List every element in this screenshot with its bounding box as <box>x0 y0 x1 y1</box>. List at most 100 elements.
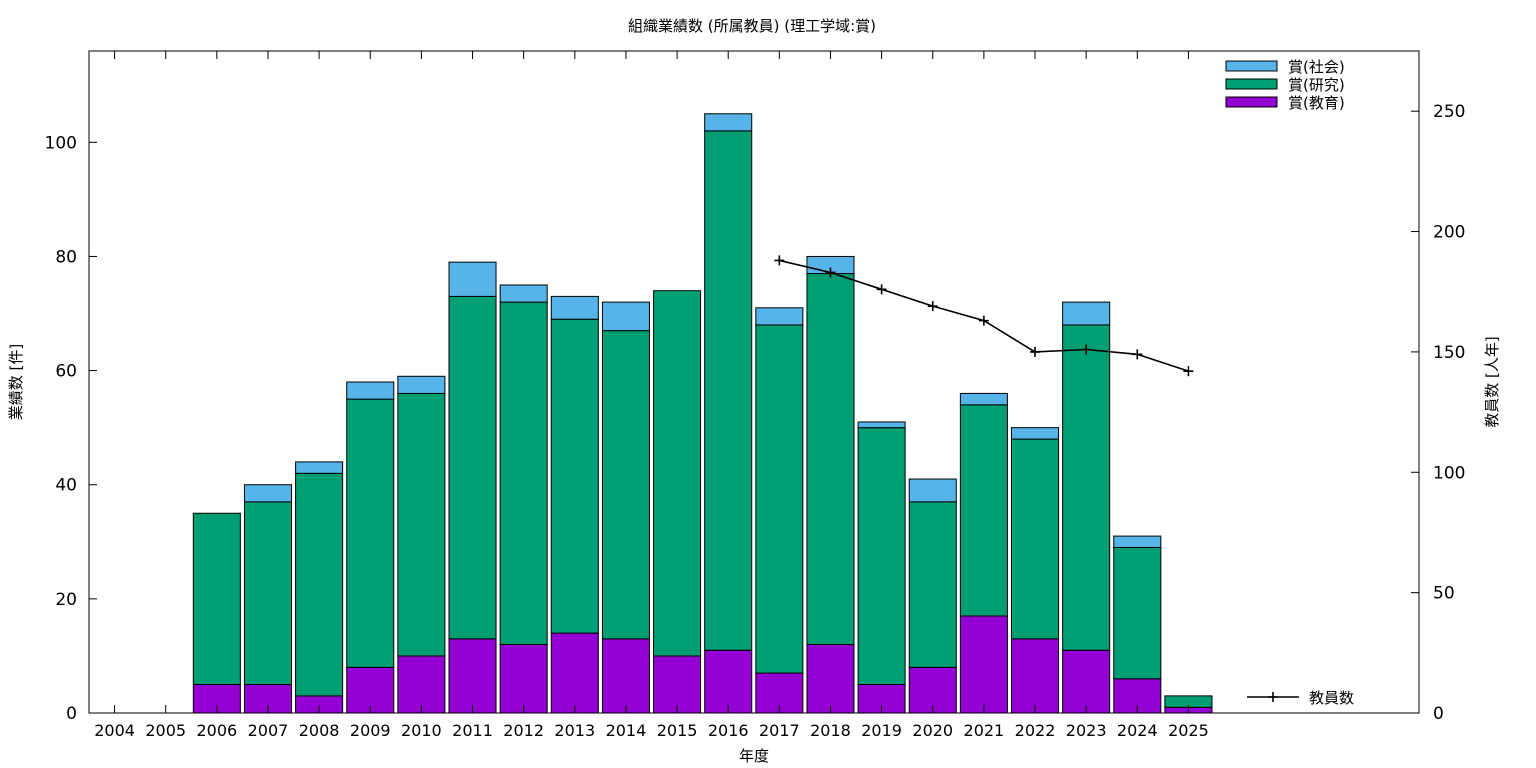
bar-segment-2016-s0 <box>704 649 753 714</box>
bars-layer <box>192 113 1213 714</box>
line-point-2017 <box>774 255 785 266</box>
x-tick-label: 2025 <box>1168 721 1209 740</box>
x-tick-label: 2006 <box>196 721 237 740</box>
y2-tick-label: 100 <box>1433 463 1465 483</box>
legend-swatch-0 <box>1225 60 1278 72</box>
line-point-2019 <box>876 284 887 295</box>
line-point-2020 <box>927 301 938 312</box>
bar-segment-2014-s0 <box>601 638 650 714</box>
x-tick-label: 2011 <box>452 721 493 740</box>
bar-segment-2014-s1 <box>601 330 650 640</box>
bar-segment-2023-s2 <box>1062 301 1111 326</box>
legend-label-0: 賞(社会) <box>1288 58 1345 76</box>
y-tick-label: 0 <box>66 704 77 724</box>
x-tick-label: 2009 <box>350 721 391 740</box>
y-tick-label: 40 <box>55 476 77 496</box>
bar-segment-2009-s2 <box>346 381 395 400</box>
x-tick-label: 2014 <box>606 721 647 740</box>
x-tick-label: 2020 <box>912 721 953 740</box>
x-tick-label: 2004 <box>94 721 135 740</box>
bar-segment-2007-s1 <box>243 501 292 685</box>
x-tick-label: 2016 <box>708 721 749 740</box>
bar-segment-2012-s0 <box>499 644 548 714</box>
bar-segment-2012-s1 <box>499 301 548 646</box>
bar-segment-2024-s1 <box>1113 547 1162 680</box>
x-tick-label: 2010 <box>401 721 442 740</box>
y-tick-label: 100 <box>45 133 77 153</box>
bar-segment-2017-s1 <box>755 324 804 674</box>
x-tick-label: 2008 <box>299 721 340 740</box>
x-tick-label: 2018 <box>810 721 851 740</box>
bar-segment-2013-s0 <box>550 632 599 714</box>
x-tick-label: 2015 <box>657 721 698 740</box>
legend-swatch-1 <box>1225 78 1278 90</box>
bar-segment-2016-s1 <box>704 130 753 651</box>
x-axis: 2004 2005 2006 2007 2008 2009 2010 2011 2012 2013… <box>94 51 1209 740</box>
x-tick-label: 2007 <box>248 721 289 740</box>
bar-segment-2007-s2 <box>243 484 292 503</box>
x-tick-label: 2024 <box>1117 721 1158 740</box>
y2-tick-label: 250 <box>1433 102 1465 122</box>
line-layer <box>774 255 1194 377</box>
bar-segment-2006-s1 <box>192 512 241 685</box>
bar-segment-2020-s2 <box>908 478 957 503</box>
bar-segment-2008-s2 <box>295 461 344 474</box>
bar-segment-2018-s1 <box>806 273 855 646</box>
y2-axis-label: 教員数 [人年] <box>1483 336 1501 427</box>
y2-axis: 0 50 100 150 200 250 <box>1411 102 1465 724</box>
y2-tick-label: 0 <box>1433 704 1444 724</box>
bar-segment-2021-s1 <box>959 404 1008 617</box>
bar-segment-2021-s0 <box>959 615 1008 714</box>
chart-title: 組織業績数 (所属教員) (理工学域:賞) <box>628 17 876 35</box>
bar-segment-2024-s2 <box>1113 535 1162 548</box>
bar-segment-2022-s0 <box>1011 638 1060 714</box>
y-axis: 0 20 40 60 80 100 <box>45 133 97 724</box>
y-tick-label: 60 <box>55 362 77 382</box>
bar-segment-2016-s2 <box>704 113 753 132</box>
bar-segment-2013-s2 <box>550 295 599 320</box>
line-point-2022 <box>1030 346 1041 357</box>
bar-segment-2008-s1 <box>295 472 344 697</box>
bar-segment-2010-s1 <box>397 392 446 657</box>
bar-segment-2020-s1 <box>908 501 957 668</box>
y2-tick-label: 150 <box>1433 343 1465 363</box>
bar-segment-2023-s1 <box>1062 324 1111 651</box>
y2-tick-label: 50 <box>1433 584 1455 604</box>
x-tick-label: 2022 <box>1015 721 1056 740</box>
legend-label-2: 賞(教育) <box>1288 94 1345 112</box>
bar-segment-2010-s2 <box>397 375 446 394</box>
line-point-2025 <box>1183 366 1194 377</box>
line-point-2023 <box>1081 344 1092 355</box>
bar-segment-2011-s1 <box>448 295 497 640</box>
bar-segment-2023-s0 <box>1062 649 1111 714</box>
x-tick-label: 2017 <box>759 721 800 740</box>
y-tick-label: 80 <box>55 247 77 267</box>
x-tick-label: 2023 <box>1066 721 1107 740</box>
y-tick-label: 20 <box>55 590 77 610</box>
bar-segment-2011-s2 <box>448 261 497 297</box>
y2-tick-label: 200 <box>1433 223 1465 243</box>
bar-segment-2019-s2 <box>857 421 906 429</box>
bar-segment-2009-s1 <box>346 398 395 668</box>
bar-segment-2011-s0 <box>448 638 497 714</box>
legend: 賞(社会)賞(研究)賞(教育) 教員数 <box>1225 58 1354 707</box>
bar-segment-2022-s2 <box>1011 427 1060 440</box>
line-point-2018 <box>825 267 836 278</box>
x-tick-label: 2013 <box>554 721 595 740</box>
x-tick-label: 2012 <box>503 721 544 740</box>
bar-segment-2010-s0 <box>397 655 446 714</box>
bar-segment-2018-s0 <box>806 644 855 714</box>
plot-frame <box>88 50 1420 714</box>
legend-label-1: 賞(研究) <box>1288 76 1345 94</box>
bar-segment-2015-s0 <box>653 655 702 714</box>
x-axis-label: 年度 <box>739 747 769 765</box>
y-axis-label: 業績数 [件] <box>7 344 25 420</box>
bar-segment-2014-s2 <box>601 301 650 332</box>
legend-line-label: 教員数 <box>1309 689 1354 707</box>
line-point-2021 <box>978 315 989 326</box>
bar-segment-2019-s1 <box>857 427 906 685</box>
bar-segment-2021-s2 <box>959 392 1008 406</box>
bar-segment-2017-s2 <box>755 307 804 326</box>
legend-swatch-2 <box>1225 96 1278 108</box>
